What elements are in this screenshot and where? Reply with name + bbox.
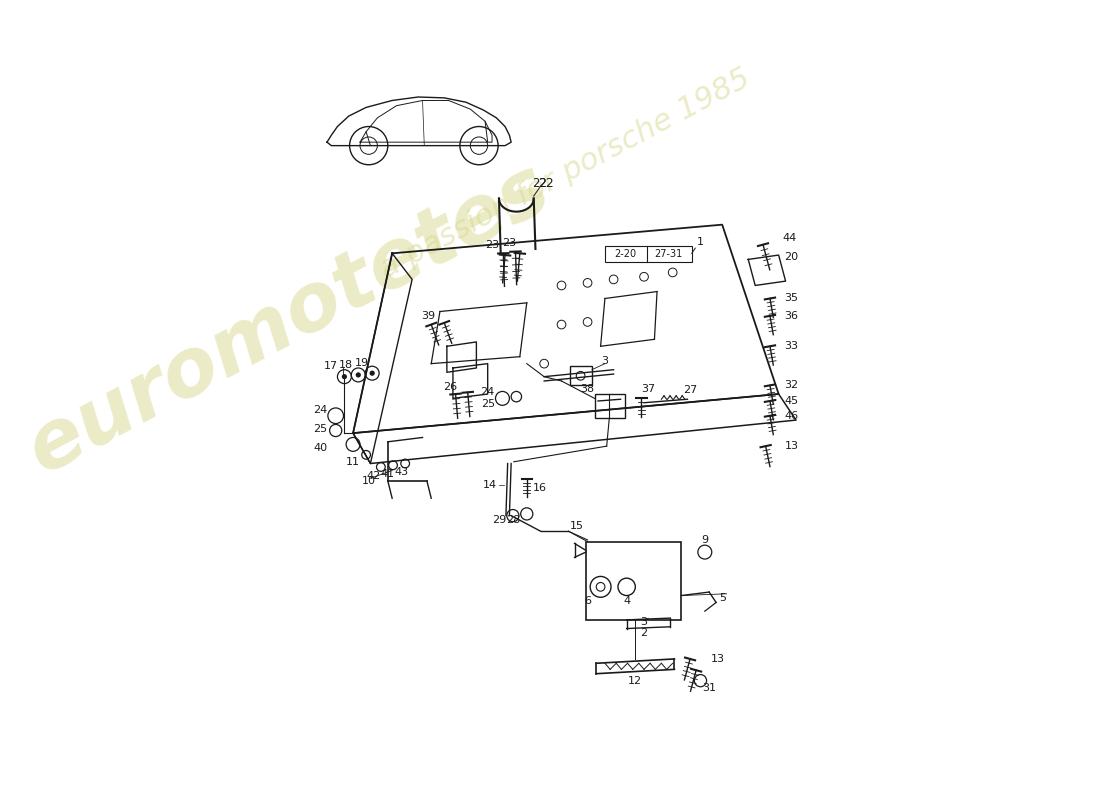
Text: 42: 42 <box>366 470 381 481</box>
Text: 2: 2 <box>640 628 648 638</box>
Bar <box>570 366 592 386</box>
Text: 16: 16 <box>532 483 547 493</box>
Circle shape <box>355 372 361 378</box>
Text: 23: 23 <box>485 240 499 250</box>
Text: 22: 22 <box>538 178 553 190</box>
Text: 9: 9 <box>702 535 708 545</box>
Text: 14: 14 <box>483 480 497 490</box>
Text: 3: 3 <box>602 356 608 366</box>
Text: 17: 17 <box>323 362 338 371</box>
Text: 24: 24 <box>481 387 495 398</box>
Text: 23: 23 <box>503 238 517 248</box>
Text: euromotetes: euromotetes <box>13 149 562 490</box>
Text: 2-20: 2-20 <box>615 250 637 259</box>
Text: 1: 1 <box>697 237 704 247</box>
Text: 26: 26 <box>443 382 458 392</box>
Text: 24: 24 <box>312 405 327 414</box>
Text: 12: 12 <box>628 676 642 686</box>
Text: 37: 37 <box>641 384 656 394</box>
Text: a passion for porsche 1985: a passion for porsche 1985 <box>375 63 755 283</box>
Circle shape <box>342 374 346 379</box>
Text: 29: 29 <box>492 515 506 525</box>
Bar <box>586 542 681 620</box>
Bar <box>605 246 692 262</box>
Text: 44: 44 <box>782 233 796 242</box>
Circle shape <box>370 370 375 376</box>
Text: 40: 40 <box>314 443 327 453</box>
Text: 33: 33 <box>784 342 799 351</box>
Text: 28: 28 <box>506 515 520 525</box>
Text: 6: 6 <box>584 596 591 606</box>
Text: 35: 35 <box>784 294 799 303</box>
Bar <box>594 394 625 418</box>
Text: 25: 25 <box>314 424 327 434</box>
Text: 13: 13 <box>711 654 725 664</box>
Text: 10: 10 <box>362 476 376 486</box>
Text: 46: 46 <box>784 410 799 421</box>
Text: 31: 31 <box>702 682 716 693</box>
Text: 5: 5 <box>718 593 726 603</box>
Text: 25: 25 <box>481 399 495 410</box>
Text: 32: 32 <box>784 380 799 390</box>
Text: 19: 19 <box>354 358 368 368</box>
Text: 4: 4 <box>623 596 630 606</box>
Text: 15: 15 <box>570 521 584 531</box>
Text: 3: 3 <box>640 618 648 627</box>
Text: 27-31: 27-31 <box>654 250 682 259</box>
Text: 11: 11 <box>346 457 360 466</box>
Text: 22: 22 <box>532 178 548 190</box>
Text: 45: 45 <box>784 396 799 406</box>
Text: 13: 13 <box>784 441 799 451</box>
Text: 18: 18 <box>339 359 353 370</box>
Text: 38: 38 <box>581 384 595 394</box>
Text: 27: 27 <box>683 385 697 394</box>
Text: 20: 20 <box>784 252 799 262</box>
Text: 41: 41 <box>381 469 395 479</box>
Text: 43: 43 <box>395 467 409 478</box>
Text: 36: 36 <box>784 311 799 321</box>
Text: 39: 39 <box>420 311 434 321</box>
